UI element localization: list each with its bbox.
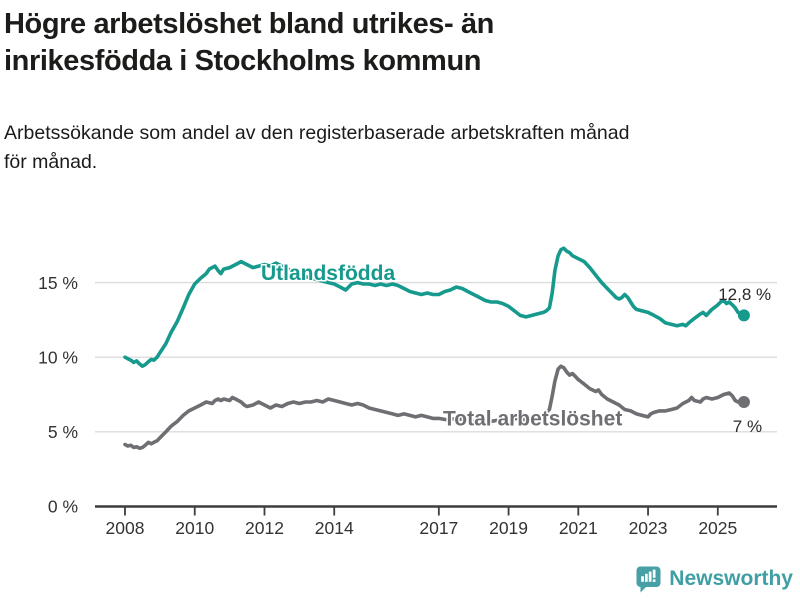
newsworthy-logo-icon (636, 566, 661, 593)
x-tick-label-2012: 2012 (245, 518, 284, 538)
x-tick-label-2025: 2025 (698, 518, 737, 538)
bar-2 (645, 573, 648, 582)
speech-bubble-shape (636, 566, 661, 593)
y-tick-label-0: 0 % (48, 497, 78, 517)
series-name-label-total-arbetsloshet: Total arbetslöshet (443, 407, 622, 430)
bar-1 (641, 576, 645, 582)
series-end-dot-total-arbetsloshet (737, 395, 750, 408)
chart-subtitle: Arbetssökande som andel av den registerb… (4, 119, 794, 177)
series-end-value-total-arbetsloshet: 7 % (733, 417, 762, 436)
y-tick-label-5: 5 % (48, 422, 78, 442)
exclamation-bar (653, 569, 656, 578)
series-line-total-arbetsloshet (123, 364, 746, 451)
y-tick-label-15: 15 % (38, 273, 78, 293)
series-end-dot-utlandsfodda (737, 309, 750, 322)
series-line-utlandsfodda (123, 246, 746, 369)
x-tick-label-2010: 2010 (175, 518, 214, 538)
newsworthy-branding: Newsworthy (635, 565, 793, 593)
bar-3 (649, 571, 652, 582)
subtitle-line-2: för månad. (4, 151, 98, 173)
x-tick-label-2014: 2014 (315, 518, 354, 538)
x-tick-label-2017: 2017 (419, 518, 458, 538)
y-tick-label-10: 10 % (38, 347, 78, 367)
x-tick-label-2019: 2019 (489, 518, 528, 538)
series-name-label-utlandsfodda: Utlandsfödda (261, 262, 395, 285)
title-line-1: Högre arbetslöshet bland utrikes- än (4, 8, 494, 40)
title-line-2: inrikesfödda i Stockholms kommun (4, 45, 482, 77)
x-tick-label-2008: 2008 (106, 518, 145, 538)
x-tick-label-2023: 2023 (629, 518, 668, 538)
page-title: Högre arbetslöshet bland utrikes- än inr… (4, 6, 764, 80)
series-end-value-utlandsfodda: 12,8 % (718, 285, 771, 304)
x-tick-label-2021: 2021 (559, 518, 598, 538)
subtitle-line-1: Arbetssökande som andel av den registerb… (4, 122, 630, 144)
brand-name: Newsworthy (669, 567, 793, 590)
exclamation-dot (653, 579, 656, 582)
